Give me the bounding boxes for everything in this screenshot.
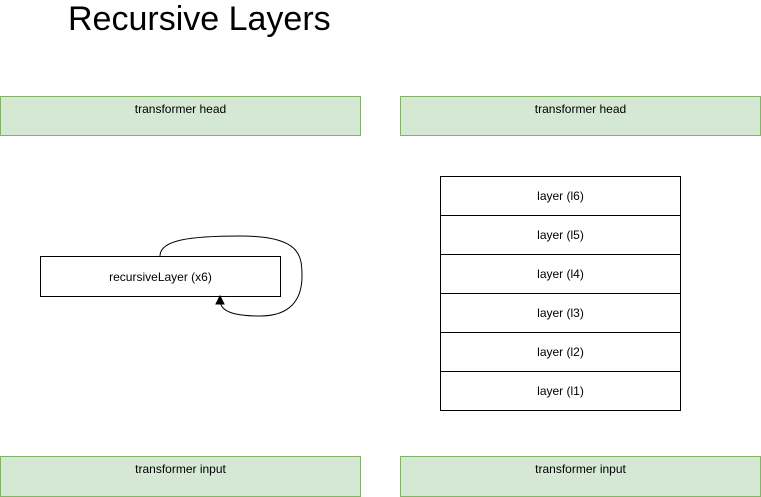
layer-label: layer (l4): [537, 267, 584, 281]
layer-box-l5: layer (l5): [440, 215, 681, 255]
left-transformer-input: transformer input: [0, 456, 361, 497]
layer-stack: layer (l6) layer (l5) layer (l4) layer (…: [440, 176, 681, 411]
right-transformer-head-label: transformer head: [534, 102, 627, 116]
left-transformer-head-label: transformer head: [134, 102, 227, 116]
diagram-title: Recursive Layers: [68, 0, 331, 38]
right-transformer-input: transformer input: [400, 456, 761, 497]
layer-box-l3: layer (l3): [440, 293, 681, 333]
layer-box-l4: layer (l4): [440, 254, 681, 294]
layer-label: layer (l1): [537, 384, 584, 398]
layer-box-l2: layer (l2): [440, 332, 681, 372]
recursive-layer-label: recursiveLayer (x6): [109, 269, 212, 284]
left-transformer-input-label: transformer input: [135, 462, 226, 476]
layer-box-l6: layer (l6): [440, 176, 681, 216]
layer-label: layer (l2): [537, 345, 584, 359]
layer-label: layer (l3): [537, 306, 584, 320]
right-transformer-head: transformer head: [400, 96, 761, 136]
left-transformer-head: transformer head: [0, 96, 361, 136]
layer-box-l1: layer (l1): [440, 371, 681, 411]
layer-label: layer (l5): [537, 228, 584, 242]
right-transformer-input-label: transformer input: [535, 462, 626, 476]
recursive-layer-box: recursiveLayer (x6): [40, 256, 281, 297]
layer-label: layer (l6): [537, 189, 584, 203]
